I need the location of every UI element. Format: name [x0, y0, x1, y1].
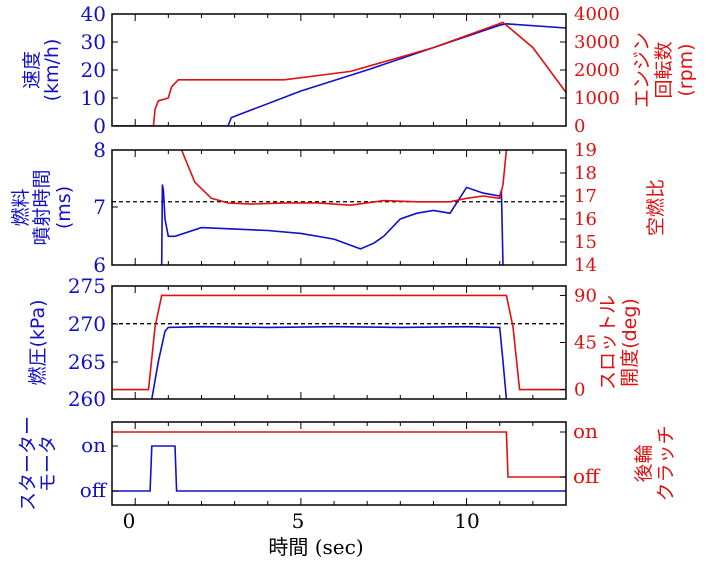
- series-left-0: [112, 445, 566, 492]
- y-tick-right: 3000: [574, 32, 620, 53]
- x-tick-10: 10: [454, 509, 479, 533]
- y-tick-right: 16: [574, 209, 597, 230]
- y-tick-right: 4000: [574, 4, 620, 25]
- y-axis-label-left: スターター: [17, 416, 39, 511]
- y-tick-left: 275: [68, 274, 106, 298]
- y-axis-label-right: スロットル: [597, 295, 619, 390]
- series-left-0: [151, 325, 508, 399]
- x-tick-5: 5: [292, 509, 305, 533]
- panel-frame: [111, 285, 567, 400]
- y-axis-label-right: 回転数: [653, 41, 675, 98]
- y-tick-left: 20: [81, 58, 106, 82]
- series-right-1: [112, 431, 566, 478]
- y-tick-right: 14: [574, 255, 597, 276]
- y-tick-left: 40: [81, 2, 106, 26]
- y-axis-label-left: (km/h): [41, 39, 63, 102]
- x-axis: 0 5 10 時間 (sec): [123, 509, 480, 559]
- y-axis-label-left: 燃圧(kPa): [27, 299, 49, 385]
- y-axis-label-left: 速度: [21, 51, 43, 89]
- panel-fuel-pressure-throttle: 260 265 270 275 0 45 90 燃圧(kPa) スロットル 開度(deg): [27, 274, 641, 411]
- y-axis-label-right: エンジン: [631, 32, 653, 108]
- y-axis-label-right: クラッチ: [655, 425, 677, 501]
- series-left-0: [160, 184, 504, 265]
- x-tick-0: 0: [123, 509, 136, 533]
- x-axis-label: 時間 (sec): [268, 535, 363, 559]
- y-tick-right: 0: [574, 380, 585, 401]
- series-right-1: [112, 294, 566, 391]
- y-axis-label-left: 燃料: [10, 188, 32, 226]
- series-left-0: [112, 22, 566, 126]
- y-tick-right-off: off: [573, 464, 601, 488]
- y-tick-left: 260: [68, 387, 106, 411]
- y-axis-label-right: 開度(deg): [619, 298, 641, 387]
- y-tick-right: 0: [574, 116, 585, 137]
- y-tick-right: 1000: [574, 88, 620, 109]
- y-tick-right: 18: [574, 163, 597, 184]
- y-axis-label-right: (rpm): [675, 43, 697, 96]
- y-tick-left-off: off: [80, 478, 108, 502]
- y-tick-left: 7: [93, 195, 106, 219]
- panel-frame: [111, 13, 567, 127]
- y-tick-right: 90: [574, 285, 597, 306]
- series-right-1: [180, 150, 508, 207]
- y-tick-left: 270: [68, 312, 106, 336]
- y-tick-left-on: on: [81, 433, 106, 457]
- panel-frame: [111, 149, 567, 266]
- y-tick-left: 0: [93, 114, 106, 138]
- y-tick-left: 30: [81, 30, 106, 54]
- y-tick-left: 265: [68, 350, 106, 374]
- y-tick-left: 8: [93, 138, 106, 162]
- panel-frame: [111, 421, 567, 506]
- y-tick-right: 45: [574, 333, 597, 354]
- y-tick-left: 6: [93, 253, 106, 277]
- y-axis-label-left: 噴射時間: [31, 169, 53, 245]
- y-axis-label-left: モータ: [37, 435, 59, 492]
- y-tick-left: 10: [81, 86, 106, 110]
- series-right-1: [112, 21, 566, 126]
- y-axis-label-right: 空燃比: [645, 179, 667, 236]
- y-tick-right: 19: [574, 140, 597, 161]
- y-tick-right: 17: [574, 186, 597, 207]
- y-tick-right: 2000: [574, 60, 620, 81]
- panel-speed-rpm: 0 10 20 30 40 0 1000 2000 3000 4000 速度(km/h) エンジン 回転…: [21, 2, 697, 138]
- y-axis-label-left: (ms): [53, 186, 75, 229]
- y-tick-right: 15: [574, 232, 597, 253]
- y-axis-label-right: 後輪: [633, 444, 655, 482]
- y-tick-right-on: on: [573, 419, 598, 443]
